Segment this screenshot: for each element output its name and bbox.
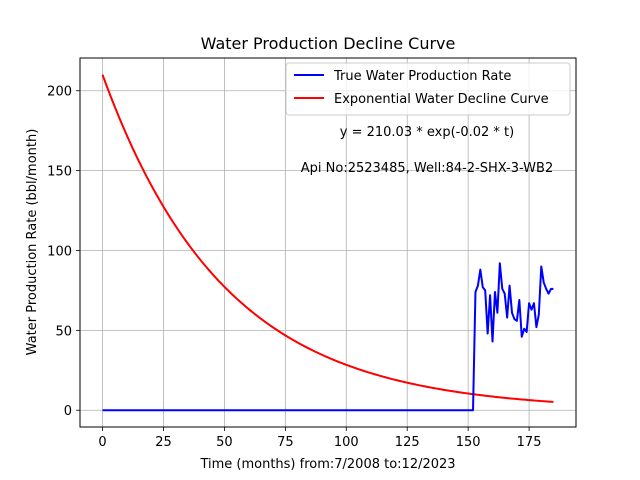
x-tick-label: 50 bbox=[216, 435, 233, 450]
x-tick-label: 150 bbox=[456, 435, 481, 450]
x-tick-label: 0 bbox=[98, 435, 106, 450]
y-tick-label: 150 bbox=[47, 165, 72, 180]
y-tick-label: 100 bbox=[47, 244, 72, 259]
y-tick-label: 50 bbox=[55, 324, 72, 339]
x-axis-label: Time (months) from:7/2008 to:12/2023 bbox=[199, 457, 455, 472]
y-tick-label: 0 bbox=[64, 404, 72, 419]
legend-label-decline-curve: Exponential Water Decline Curve bbox=[334, 92, 549, 107]
equation-annotation: y = 210.03 * exp(-0.02 * t) bbox=[340, 125, 514, 140]
series-line-true-rate bbox=[102, 262, 554, 412]
y-axis: 0 50 100 150 200 bbox=[47, 85, 80, 419]
series-layer bbox=[101, 74, 554, 412]
plot-frame bbox=[79, 57, 577, 428]
y-axis-label: Water Production Rate (bbl/month) bbox=[25, 129, 40, 356]
series-line-decline-curve bbox=[101, 74, 554, 403]
legend-label-true-rate: True Water Production Rate bbox=[333, 69, 511, 84]
x-tick-label: 100 bbox=[334, 435, 359, 450]
x-tick-label: 25 bbox=[155, 435, 172, 450]
x-tick-label: 175 bbox=[517, 435, 542, 450]
legend: True Water Production Rate Exponential W… bbox=[285, 62, 571, 116]
well-annotation: Api No:2523485, Well:84-2-SHX-3-WB2 bbox=[301, 161, 553, 176]
x-tick-label: 125 bbox=[395, 435, 420, 450]
x-axis: 0 25 50 75 100 125 150 175 bbox=[98, 427, 541, 450]
legend-box bbox=[285, 62, 571, 116]
x-tick-label: 75 bbox=[277, 435, 294, 450]
y-tick-label: 200 bbox=[47, 85, 72, 100]
chart-title: Water Production Decline Curve bbox=[201, 34, 456, 53]
